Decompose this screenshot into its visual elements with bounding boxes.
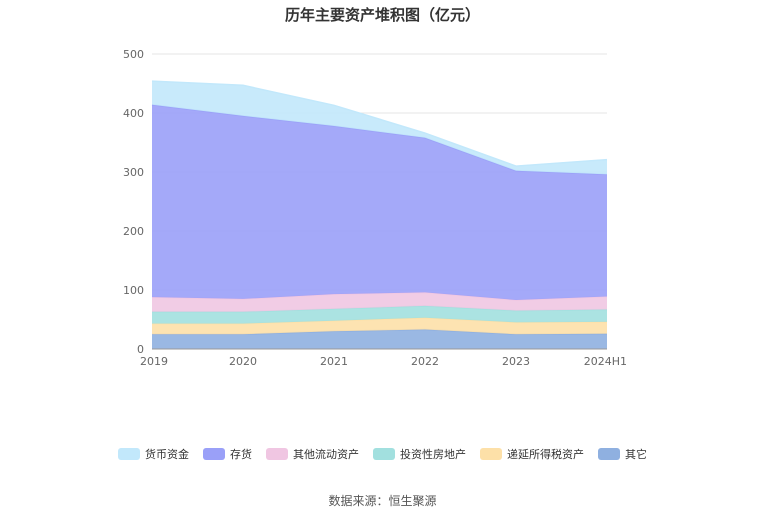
area-series [152, 292, 607, 312]
legend-label: 存货 [230, 448, 252, 461]
legend-label: 递延所得税资产 [507, 448, 584, 461]
y-tick-label: 200 [123, 225, 144, 238]
legend-item[interactable]: 其他流动资产 [266, 446, 359, 462]
legend-swatch [266, 448, 288, 460]
y-tick-label: 500 [123, 48, 144, 61]
y-tick-label: 400 [123, 107, 144, 120]
area-series [152, 104, 607, 300]
y-tick-label: 300 [123, 166, 144, 179]
area-series [152, 329, 607, 349]
legend-label: 投资性房地产 [400, 448, 466, 461]
legend-swatch [480, 448, 502, 460]
x-tick-label: 2024H1 [584, 355, 627, 368]
x-tick-label: 2023 [502, 355, 530, 368]
legend-label: 其他流动资产 [293, 448, 359, 461]
legend-swatch [373, 448, 395, 460]
area-series [152, 305, 607, 324]
y-tick-label: 100 [123, 284, 144, 297]
legend-item[interactable]: 投资性房地产 [373, 446, 466, 462]
x-tick-label: 2019 [140, 355, 168, 368]
x-tick-label: 2022 [411, 355, 439, 368]
legend-label: 其它 [625, 448, 647, 461]
legend-item[interactable]: 其它 [598, 446, 647, 462]
legend-swatch [118, 448, 140, 460]
legend-item[interactable]: 存货 [203, 446, 252, 462]
legend-swatch [598, 448, 620, 460]
legend: 货币资金 存货 其他流动资产 投资性房地产 递延所得税资产 其它 [0, 446, 765, 462]
x-tick-label: 2021 [320, 355, 348, 368]
y-tick-label: 0 [137, 343, 144, 356]
legend-item[interactable]: 递延所得税资产 [480, 446, 584, 462]
legend-label: 货币资金 [145, 448, 189, 461]
legend-item[interactable]: 货币资金 [118, 446, 189, 462]
chart-title: 历年主要资产堆积图（亿元） [284, 6, 480, 24]
legend-swatch [203, 448, 225, 460]
x-tick-label: 2020 [229, 355, 257, 368]
series-line [151, 80, 608, 167]
area-series [152, 81, 607, 175]
data-source: 数据来源：恒生聚源 [328, 494, 437, 508]
